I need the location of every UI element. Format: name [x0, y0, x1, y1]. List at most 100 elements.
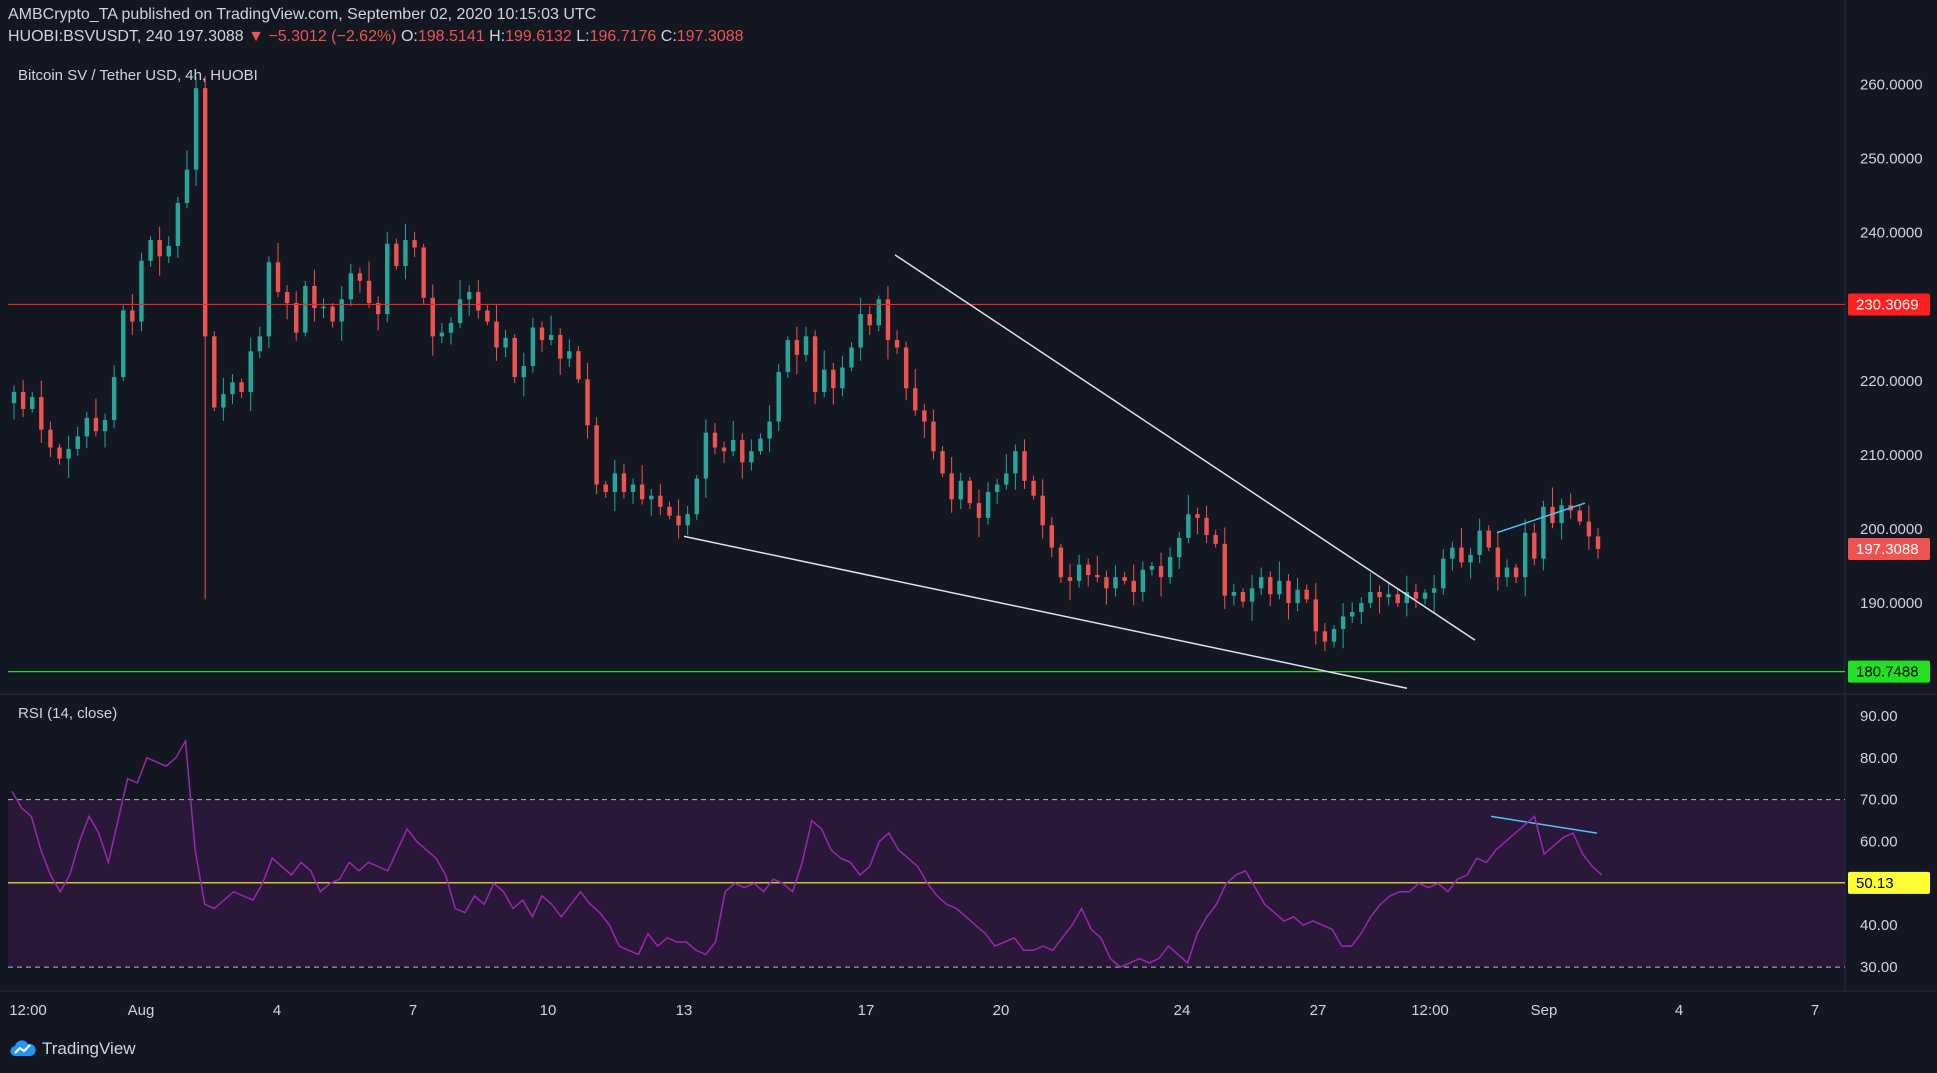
- candle-body[interactable]: [649, 495, 654, 500]
- candle-body[interactable]: [758, 438, 763, 452]
- candle-body[interactable]: [1313, 599, 1318, 632]
- candle-body[interactable]: [266, 262, 272, 337]
- candle-body[interactable]: [1268, 577, 1273, 595]
- candle-body[interactable]: [567, 351, 572, 359]
- candle-body[interactable]: [1140, 569, 1146, 592]
- candle-body[interactable]: [48, 429, 53, 448]
- candle-body[interactable]: [794, 340, 800, 355]
- candle-body[interactable]: [1240, 591, 1246, 602]
- rsi-divergence-line[interactable]: [1490, 815, 1598, 834]
- candle-body[interactable]: [148, 240, 153, 261]
- candle-body[interactable]: [1532, 532, 1537, 559]
- candle-body[interactable]: [66, 448, 71, 459]
- candle-body[interactable]: [1459, 547, 1464, 563]
- candle-body[interactable]: [1249, 588, 1255, 602]
- candle-body[interactable]: [730, 440, 736, 452]
- candle-body[interactable]: [958, 480, 963, 500]
- candle-body[interactable]: [1058, 547, 1064, 578]
- candle-body[interactable]: [1113, 577, 1118, 589]
- candle-body[interactable]: [512, 337, 517, 378]
- candle-body[interactable]: [1441, 558, 1446, 589]
- candle-body[interactable]: [676, 515, 681, 526]
- candle-body[interactable]: [612, 473, 618, 492]
- candle-body[interactable]: [1595, 536, 1601, 550]
- candle-body[interactable]: [1204, 517, 1209, 535]
- candle-body[interactable]: [1013, 451, 1018, 474]
- candle-body[interactable]: [1340, 616, 1346, 630]
- candle-body[interactable]: [1040, 495, 1045, 526]
- candle-body[interactable]: [1186, 514, 1191, 538]
- candle-body[interactable]: [312, 285, 317, 309]
- candle-body[interactable]: [1550, 506, 1555, 524]
- candle-body[interactable]: [366, 280, 372, 304]
- candle-body[interactable]: [558, 334, 563, 359]
- candle-body[interactable]: [1504, 567, 1510, 578]
- candle-body[interactable]: [394, 243, 399, 266]
- upper-wedge-line[interactable]: [894, 254, 1476, 641]
- candle-body[interactable]: [1359, 603, 1364, 612]
- candle-body[interactable]: [1076, 564, 1082, 581]
- price-axis[interactable]: 260.0000250.0000240.0000230.0000220.0000…: [1848, 76, 1930, 976]
- candle-body[interactable]: [940, 451, 945, 474]
- candle-body[interactable]: [430, 297, 435, 337]
- candle-body[interactable]: [221, 394, 226, 408]
- candle-body[interactable]: [885, 299, 891, 341]
- candle-body[interactable]: [339, 299, 344, 322]
- candle-body[interactable]: [11, 391, 17, 404]
- candle-body[interactable]: [1350, 611, 1355, 617]
- candle-body[interactable]: [130, 310, 135, 322]
- candle-body[interactable]: [721, 447, 727, 452]
- candle-body[interactable]: [585, 379, 590, 426]
- candle-body[interactable]: [1195, 514, 1200, 518]
- candle-body[interactable]: [603, 484, 608, 492]
- candle-body[interactable]: [1586, 521, 1592, 537]
- candle-body[interactable]: [530, 327, 536, 366]
- candle-body[interactable]: [858, 314, 863, 348]
- candle-body[interactable]: [202, 88, 208, 337]
- candle-body[interactable]: [749, 451, 754, 463]
- candle-body[interactable]: [503, 337, 508, 348]
- candle-body[interactable]: [284, 291, 290, 304]
- candle-body[interactable]: [840, 367, 845, 389]
- candle-body[interactable]: [230, 382, 235, 395]
- candle-body[interactable]: [57, 447, 62, 459]
- candle-body[interactable]: [294, 303, 299, 333]
- candle-body[interactable]: [403, 240, 408, 266]
- candle-body[interactable]: [1577, 510, 1582, 522]
- lower-wedge-line[interactable]: [683, 535, 1408, 690]
- candle-body[interactable]: [831, 369, 836, 389]
- candle-body[interactable]: [1213, 534, 1218, 544]
- candle-body[interactable]: [412, 240, 417, 248]
- candle-body[interactable]: [1395, 594, 1400, 604]
- candle-body[interactable]: [1368, 591, 1373, 604]
- tradingview-logo[interactable]: TradingView: [10, 1039, 136, 1059]
- candle-body[interactable]: [157, 240, 162, 257]
- candle-body[interactable]: [903, 347, 909, 389]
- candle-body[interactable]: [949, 473, 954, 500]
- candle-body[interactable]: [1468, 554, 1473, 563]
- candle-body[interactable]: [694, 478, 699, 515]
- candle-body[interactable]: [321, 306, 326, 309]
- candle-body[interactable]: [1004, 473, 1009, 485]
- candle-body[interactable]: [667, 506, 672, 516]
- candle-body[interactable]: [257, 336, 262, 352]
- candle-body[interactable]: [84, 417, 90, 437]
- candle-body[interactable]: [184, 169, 190, 203]
- candle-body[interactable]: [239, 382, 244, 392]
- candle-body[interactable]: [876, 299, 882, 326]
- time-axis[interactable]: 12:00 Aug 4 7 10 13 17 20 24 27 12:00 Sep 4 7: [9, 1002, 1819, 1019]
- candle-body[interactable]: [1422, 592, 1428, 599]
- candle-body[interactable]: [812, 336, 818, 392]
- candle-body[interactable]: [913, 388, 918, 411]
- candle-body[interactable]: [1104, 577, 1109, 589]
- candle-body[interactable]: [39, 397, 44, 430]
- candle-body[interactable]: [976, 503, 982, 518]
- candle-body[interactable]: [1067, 577, 1073, 581]
- candle-body[interactable]: [1177, 537, 1182, 558]
- candle-body[interactable]: [20, 391, 26, 409]
- candle-body[interactable]: [1541, 506, 1546, 559]
- candle-body[interactable]: [1149, 566, 1155, 570]
- candle-body[interactable]: [1131, 580, 1136, 592]
- candle-body[interactable]: [166, 245, 171, 257]
